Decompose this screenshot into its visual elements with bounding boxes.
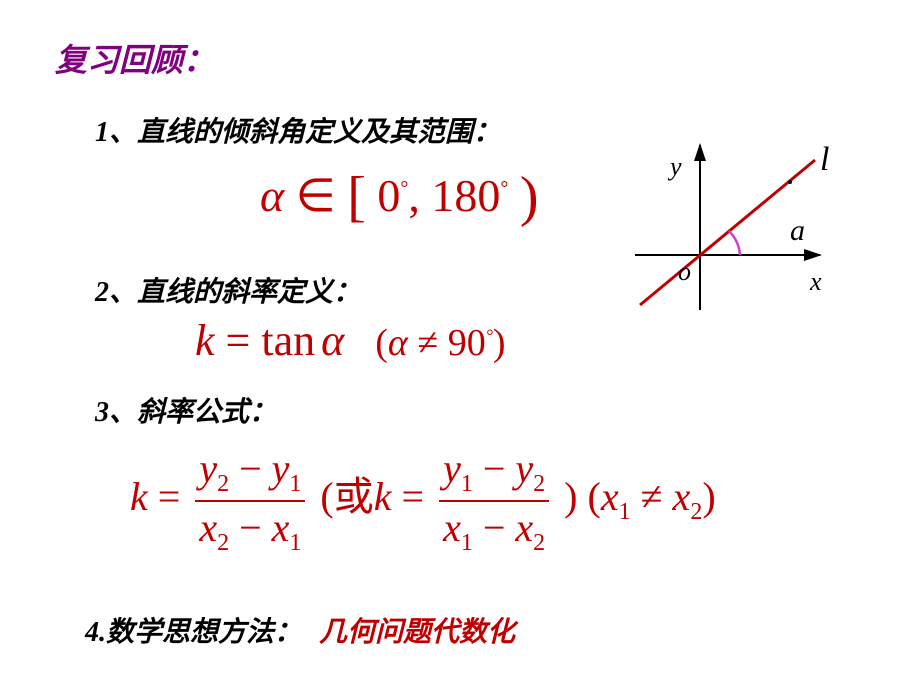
- numerator-2: y1 − y2: [439, 445, 549, 502]
- fraction-2: y1 − y2 x1 − x2: [439, 445, 549, 557]
- cond-lparen: (: [375, 322, 388, 364]
- point-dot: [788, 180, 792, 184]
- cond2-x2: x: [673, 474, 691, 519]
- y-label: y: [667, 152, 682, 181]
- tan: tan: [261, 316, 315, 365]
- formula-angle-range: α ∈ [ 0°, 180° ): [260, 165, 539, 229]
- h4-red: 几何问题代数化: [319, 617, 515, 648]
- cond2-l: (: [588, 474, 601, 519]
- degree-2: °: [500, 178, 508, 200]
- a-label: a: [790, 214, 805, 247]
- cond-rparen: ): [493, 322, 506, 364]
- left-bracket: [: [347, 166, 366, 228]
- eq-3: =: [392, 474, 435, 519]
- zero: 0: [377, 170, 400, 221]
- heading-slope-formula: 3、斜率公式：: [95, 390, 277, 430]
- o-label: o: [678, 257, 691, 286]
- right-paren: ): [520, 166, 539, 228]
- h4-prefix: 4.数学思想方法：: [85, 617, 302, 648]
- formula-slope: k = y2 − y1 x2 − x1 (或k = y1 − y2 x1 − x…: [130, 445, 716, 557]
- eq-2: =: [148, 474, 191, 519]
- heading-angle-def: 1、直线的倾斜角定义及其范围：: [95, 110, 501, 150]
- comma: ,: [408, 170, 420, 221]
- cond2-neq: ≠: [631, 474, 673, 519]
- denominator-2: x1 − x2: [439, 502, 549, 557]
- cond-neq: ≠: [408, 322, 448, 364]
- equals: =: [215, 316, 262, 365]
- heading-slope-def: 2、直线的斜率定义：: [95, 270, 361, 310]
- k-var: k: [195, 316, 215, 365]
- page-title: 复习回顾：: [55, 35, 215, 81]
- cond-deg: °: [486, 325, 493, 345]
- k-var-3: k: [374, 474, 392, 519]
- fraction-1: y2 − y1 x2 − x1: [195, 445, 305, 557]
- alpha-2: α: [321, 316, 344, 365]
- denominator-1: x2 − x1: [195, 502, 305, 557]
- l-label: l: [820, 141, 829, 178]
- cond-90: 90: [448, 322, 486, 364]
- numerator-1: y2 − y1: [195, 445, 305, 502]
- x-label: x: [809, 267, 822, 296]
- cond2-x1: x: [601, 474, 619, 519]
- rparen-or: ): [564, 474, 577, 519]
- lparen-or: (: [320, 474, 333, 519]
- condition: (α ≠ 90°): [375, 322, 505, 364]
- heading-method: 4.数学思想方法： 几何问题代数化: [85, 610, 515, 650]
- alpha-symbol: α: [260, 170, 284, 221]
- cond2-r: ): [702, 474, 715, 519]
- in-symbol: ∈: [296, 170, 336, 221]
- angle-arc: [729, 231, 740, 255]
- oneeighty: 180: [431, 170, 500, 221]
- k-var-2: k: [130, 474, 148, 519]
- formula-slope-def: k = tanα (α ≠ 90°): [195, 315, 506, 366]
- or-text: 或: [334, 474, 374, 519]
- coordinate-diagram: y x o l a: [620, 130, 850, 330]
- cond-alpha: α: [388, 322, 408, 364]
